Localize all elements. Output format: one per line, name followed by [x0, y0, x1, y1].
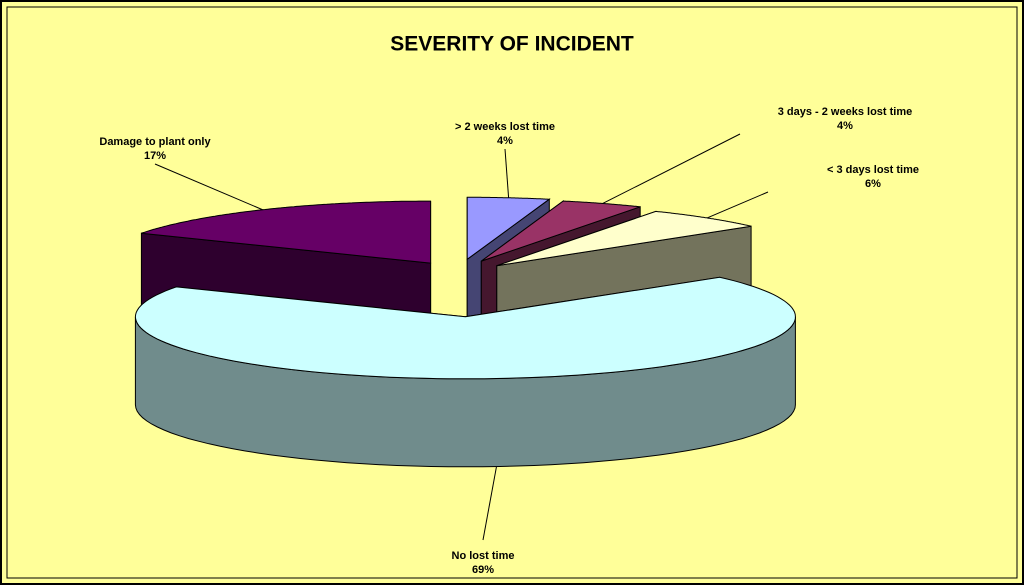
slice-top — [466, 196, 551, 261]
value-label: 17% — [144, 150, 166, 162]
slice — [134, 276, 796, 468]
slice-top — [134, 276, 796, 380]
category-label: < 3 days lost time — [827, 164, 919, 176]
category-label: > 2 weeks lost time — [455, 121, 555, 133]
slice-top — [481, 200, 641, 262]
category-label: 3 days - 2 weeks lost time — [778, 106, 913, 118]
leader-line — [482, 466, 497, 541]
value-label: 4% — [837, 120, 853, 132]
leader-line — [504, 148, 510, 198]
chart-title: SEVERITY OF INCIDENT — [390, 33, 634, 56]
value-label: 69% — [472, 564, 494, 576]
value-label: 6% — [865, 178, 881, 190]
leader-line — [154, 163, 263, 211]
leader-line — [602, 133, 741, 204]
plot-border — [6, 6, 1018, 579]
category-label: Damage to plant only — [99, 136, 211, 148]
leader-line — [706, 191, 769, 219]
category-label: No lost time — [452, 550, 515, 562]
value-label: 4% — [497, 135, 513, 147]
